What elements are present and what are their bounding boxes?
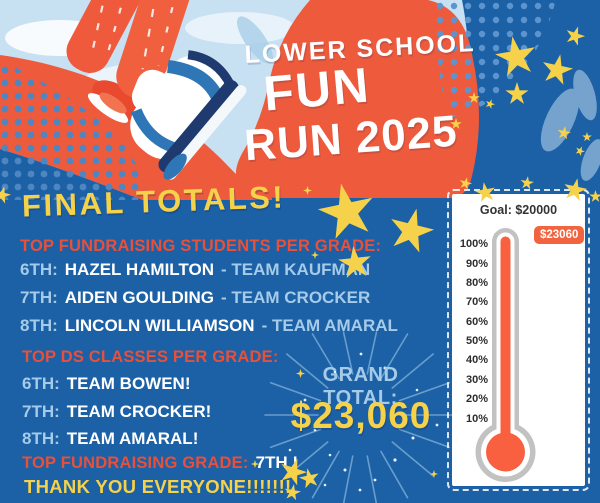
student-name: HAZEL HAMILTON <box>64 260 214 279</box>
class-row-8th: 8TH: TEAM AMARAL! <box>22 429 198 449</box>
raised-amount-badge: $23060 <box>534 226 585 244</box>
student-name: LINCOLN WILLIAMSON <box>64 316 255 335</box>
tick-label-50: 50% <box>465 335 488 347</box>
class-row-6th: 6TH: TEAM BOWEN! <box>22 374 191 394</box>
classes-heading: TOP DS CLASSES PER GRADE: <box>22 348 279 366</box>
student-team: - TEAM KAUFMAN <box>221 260 371 279</box>
tick-label-70: 70% <box>465 296 488 308</box>
student-team: - TEAM CROCKER <box>221 288 371 307</box>
sparkle-icon <box>303 186 312 195</box>
grade-label: 7TH: <box>22 402 60 421</box>
starburst-rays <box>264 331 456 503</box>
runner-sneaker <box>130 50 247 180</box>
runner-illustration <box>0 0 600 200</box>
sparkle-icon <box>251 460 259 468</box>
grade-label: 8TH: <box>20 316 58 335</box>
students-heading: TOP FUNDRAISING STUDENTS PER GRADE: <box>20 237 382 255</box>
grade-label: 7TH: <box>20 288 58 307</box>
grade-label: 8TH: <box>22 429 60 448</box>
final-totals-heading: FINAL TOTALS! <box>21 179 286 224</box>
student-row-8th: 8TH: LINCOLN WILLIAMSON - TEAM AMARAL <box>20 316 398 336</box>
sparkle-icon <box>311 251 319 259</box>
grade-label: 6TH: <box>20 260 58 279</box>
class-row-7th: 7TH: TEAM CROCKER! <box>22 402 211 422</box>
runner-front-leg <box>116 0 198 100</box>
star-icon <box>450 118 462 129</box>
halftone-dots-left <box>0 60 148 200</box>
tick-label-90: 90% <box>465 258 488 270</box>
tick-label-20: 20% <box>465 393 488 405</box>
tick-label-60: 60% <box>465 316 488 328</box>
thank-you-line: THANK YOU EVERYONE!!!!!!! <box>24 476 292 497</box>
thermometer-graphic <box>475 228 536 482</box>
halftone-dots-right <box>435 0 556 118</box>
thermometer-card: Goal: $20000 <box>447 189 590 491</box>
runner-back-shoe <box>87 80 140 123</box>
star-icon <box>582 132 592 142</box>
student-row-7th: 7TH: AIDEN GOULDING - TEAM CROCKER <box>20 288 370 308</box>
top-grade-row: TOP FUNDRAISING GRADE: 7TH ! <box>22 453 298 473</box>
student-team: - TEAM AMARAL <box>261 316 398 335</box>
orange-title-blob <box>235 0 479 198</box>
tick-label-10: 10% <box>465 413 488 425</box>
class-team: TEAM AMARAL! <box>66 429 199 448</box>
snowflake-shapes <box>540 69 600 181</box>
star-icon <box>468 92 480 103</box>
student-name: AIDEN GOULDING <box>64 288 215 307</box>
star-icon <box>589 190 600 202</box>
grade-label: 6TH: <box>22 374 60 393</box>
title-fun: FUN <box>261 58 373 122</box>
grand-total-value: $23,060 <box>290 395 432 436</box>
class-team: TEAM BOWEN! <box>66 374 191 393</box>
tick-label-100: 100% <box>459 238 488 250</box>
tick-label-40: 40% <box>465 354 488 366</box>
thermometer-tube <box>475 228 536 482</box>
top-grade-label: TOP FUNDRAISING GRADE: <box>22 454 249 472</box>
student-row-6th: 6TH: HAZEL HAMILTON - TEAM KAUFMAN <box>20 260 370 280</box>
grand-total-label: GRAND TOTAL: <box>322 364 399 409</box>
tick-label-30: 30% <box>465 374 488 386</box>
runner-back-leg <box>66 0 146 74</box>
class-team: TEAM CROCKER! <box>66 402 212 421</box>
goal-label: Goal: $20000 <box>479 203 558 217</box>
tick-label-80: 80% <box>465 277 488 289</box>
sparkle-icon <box>296 369 305 378</box>
star-icon <box>383 203 439 259</box>
sparkle-icon <box>430 470 438 478</box>
